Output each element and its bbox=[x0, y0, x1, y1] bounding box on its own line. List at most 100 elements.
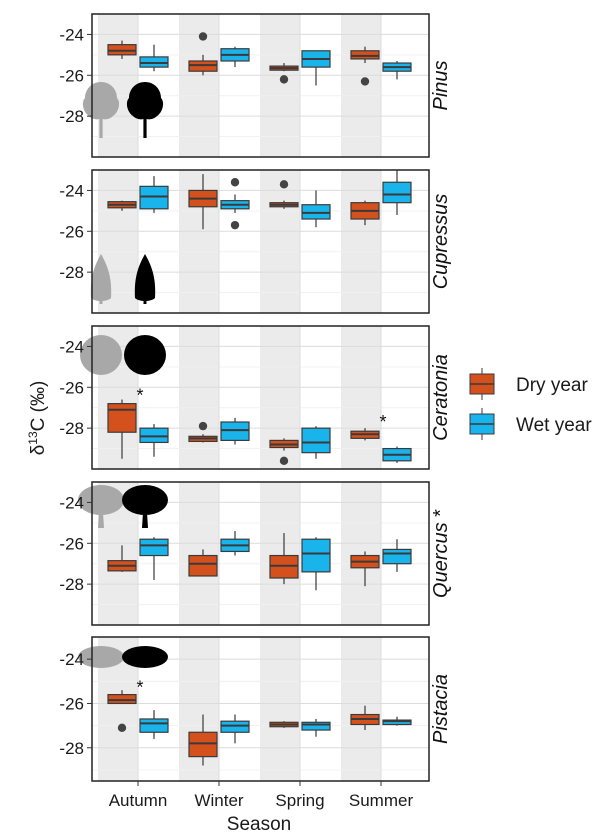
box-dry-spring bbox=[269, 180, 299, 209]
legend-label-wet: Wet year bbox=[516, 415, 592, 436]
box-dry-autumn bbox=[107, 200, 137, 211]
facet-strip-label: Pinus bbox=[430, 60, 452, 110]
box-body bbox=[301, 204, 331, 220]
significance-star: * bbox=[379, 412, 386, 432]
season-shade bbox=[179, 637, 219, 781]
y-tick-label: -24 bbox=[59, 25, 84, 44]
box-outlier bbox=[279, 180, 289, 189]
y-axis-title-rest: C (‰) bbox=[28, 381, 49, 432]
y-axis-title-sup: 13 bbox=[26, 431, 40, 445]
tree-silhouette-grey bbox=[78, 646, 124, 668]
tree-silhouette-grey-shape bbox=[80, 335, 122, 375]
box-dry-winter bbox=[188, 714, 218, 766]
box-wet-summer bbox=[382, 170, 412, 215]
season-shade bbox=[260, 637, 300, 781]
facet-strip-name: Pinus bbox=[430, 60, 452, 110]
box-outlier bbox=[117, 723, 127, 733]
tree-silhouette-black-shape bbox=[124, 335, 166, 375]
box-body bbox=[382, 548, 412, 565]
y-tick-label: -28 bbox=[59, 739, 84, 758]
box-body bbox=[382, 719, 412, 726]
facet-strip-star: * bbox=[430, 509, 452, 523]
box-wet-summer bbox=[382, 539, 412, 572]
panel-cupressus: -24 -26 -28 Cupressus bbox=[59, 169, 452, 314]
y-tick-label: -24 bbox=[59, 337, 84, 356]
season-shade bbox=[341, 326, 381, 469]
significance-star: * bbox=[136, 678, 143, 698]
x-tick-label: Summer bbox=[349, 791, 414, 810]
box-body bbox=[350, 50, 380, 60]
box-wet-spring bbox=[301, 718, 331, 737]
box-outlier bbox=[230, 178, 240, 187]
facet-strip-label: Ceratonia bbox=[430, 354, 452, 441]
tree-silhouette-grey-shape bbox=[78, 646, 124, 668]
panel-border bbox=[91, 169, 430, 314]
box-dry-autumn bbox=[107, 40, 137, 59]
season-shade bbox=[179, 326, 219, 469]
facet-panels: -24 -26 -28 Pinus -24 -26 -28 Cupressus * * -24 -26… bbox=[59, 13, 452, 782]
panel-border bbox=[91, 13, 430, 158]
box-wet-spring bbox=[301, 426, 331, 459]
box-outlier bbox=[198, 421, 208, 431]
box-wet-autumn bbox=[139, 424, 169, 457]
box-body bbox=[107, 693, 137, 705]
panel-border bbox=[91, 636, 430, 782]
box-body bbox=[107, 403, 137, 433]
panel-pinus: -24 -26 -28 Pinus bbox=[59, 13, 452, 158]
facet-strip-label: Pistacia bbox=[430, 674, 452, 744]
season-shade bbox=[341, 170, 381, 313]
facet-strip-name: Quercus bbox=[430, 522, 452, 598]
y-tick-label: -26 bbox=[59, 694, 84, 713]
box-dry-autumn bbox=[107, 399, 137, 459]
y-tick-label: -26 bbox=[59, 66, 84, 85]
y-tick-label: -26 bbox=[59, 378, 84, 397]
box-dry-summer bbox=[350, 46, 380, 86]
x-axis-title: Season bbox=[227, 814, 291, 835]
box-body bbox=[301, 721, 331, 731]
box-wet-winter bbox=[220, 46, 250, 68]
box-dry-winter bbox=[188, 421, 218, 443]
x-tick-label: Spring bbox=[275, 791, 324, 810]
y-tick-label: -26 bbox=[59, 534, 84, 553]
y-tick-label: -26 bbox=[59, 222, 84, 241]
facet-strip-label: Quercus * bbox=[430, 509, 452, 598]
x-tick-label: Autumn bbox=[109, 791, 168, 810]
season-shade bbox=[341, 637, 381, 781]
box-wet-spring bbox=[301, 50, 331, 86]
box-wet-summer bbox=[382, 446, 412, 463]
box-body bbox=[107, 44, 137, 56]
panel-pistacia: * -24 -26 -28 Pistacia bbox=[59, 636, 452, 782]
box-dry-spring bbox=[269, 63, 299, 84]
season-shade bbox=[179, 482, 219, 625]
y-tick-label: -28 bbox=[59, 263, 84, 282]
y-axis-title-main: δ bbox=[28, 445, 49, 456]
significance-star: * bbox=[136, 385, 143, 405]
tree-silhouette-black bbox=[122, 646, 168, 668]
box-outlier bbox=[279, 75, 289, 84]
box-body bbox=[139, 427, 169, 444]
box-outlier bbox=[198, 32, 208, 41]
box-dry-autumn bbox=[107, 690, 137, 733]
facet-strip-name: Ceratonia bbox=[430, 354, 452, 441]
box-body bbox=[139, 538, 169, 557]
legend-label-dry: Dry year bbox=[516, 375, 588, 396]
season-shade bbox=[179, 14, 219, 157]
box-wet-winter bbox=[220, 417, 250, 445]
x-tick-label: Winter bbox=[194, 791, 243, 810]
box-dry-autumn bbox=[107, 545, 137, 572]
box-outlier bbox=[230, 220, 240, 230]
box-wet-autumn bbox=[139, 537, 169, 581]
facet-strip-name: Cupressus bbox=[430, 194, 452, 290]
box-dry-spring bbox=[269, 438, 299, 466]
box-body bbox=[188, 60, 218, 72]
season-shade bbox=[341, 14, 381, 157]
box-body bbox=[301, 538, 331, 573]
box-wet-winter bbox=[220, 714, 250, 744]
tree-silhouette-black bbox=[124, 335, 166, 375]
y-tick-label: -24 bbox=[59, 493, 84, 512]
x-axis: Autumn Winter Spring Summer bbox=[109, 781, 414, 810]
y-tick-label: -24 bbox=[59, 181, 84, 200]
panel-quercus: -24 -26 -28 Quercus * bbox=[59, 481, 452, 626]
season-shade bbox=[341, 482, 381, 625]
